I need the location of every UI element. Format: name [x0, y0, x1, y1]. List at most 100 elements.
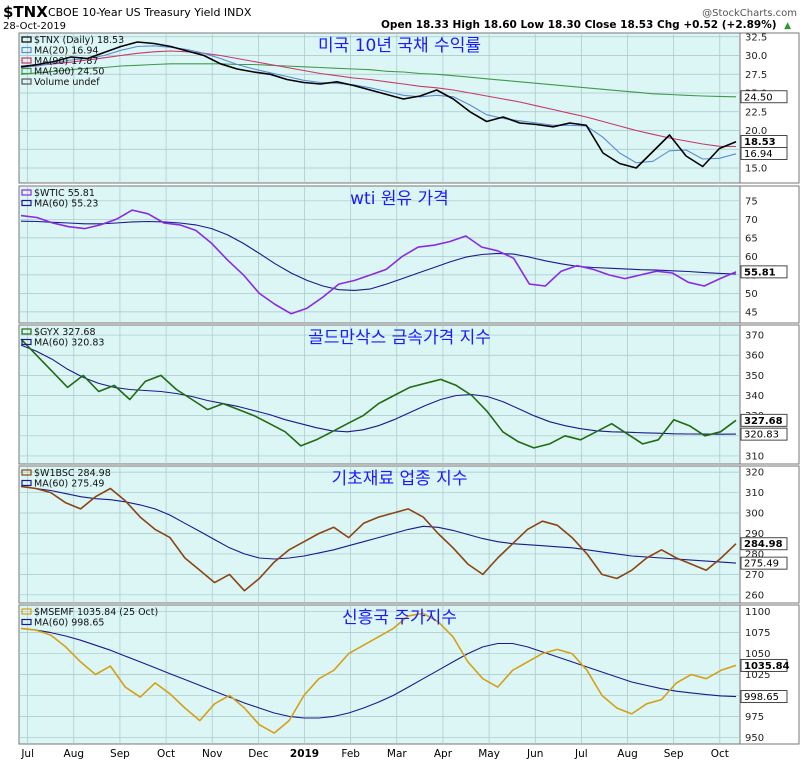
panel-annotation: wti 원유 가격: [350, 189, 449, 209]
legend-entry: MA(60) 275.49: [34, 479, 104, 490]
chart-panel-msemf: 11001075105010251000975950신흥국 주가지수$MSEMF…: [18, 604, 800, 745]
x-tick-label: Oct: [711, 748, 729, 760]
x-tick-label: Oct: [157, 748, 175, 760]
y-tick-label: 20.0: [745, 126, 767, 137]
legend-entry: MA(20) 16.94: [34, 46, 98, 57]
legend-entry: MA(300) 24.50: [34, 67, 104, 78]
x-tick-label: Sep: [664, 748, 684, 760]
last-value-tag: [740, 556, 788, 570]
last-value-label: 275.49: [744, 559, 779, 570]
legend-swatch: [21, 67, 32, 75]
y-tick-label: 22.5: [745, 107, 767, 118]
y-tick-label: 45: [745, 307, 758, 318]
legend-entry: Volume undef: [34, 77, 100, 88]
legend-swatch: [21, 199, 32, 207]
panel-axis-area: [739, 465, 800, 604]
series-line--wtic: [20, 209, 737, 315]
x-tick-label: Apr: [434, 748, 453, 760]
x-tick-label: 2019: [290, 748, 319, 760]
y-tick-label: 1075: [745, 628, 770, 639]
y-tick-label: 280: [745, 549, 764, 560]
last-value-tag: [740, 537, 788, 551]
ohlc-readout: Open 18.33 High 18.60 Low 18.30 Close 18…: [381, 19, 777, 31]
series-line--msemf: [20, 612, 737, 734]
series-line--w1bsc: [20, 485, 737, 592]
last-value-tag: [740, 427, 788, 441]
panel-annotation: 신흥국 주가지수: [342, 608, 457, 628]
panel-axis-area: [739, 324, 800, 465]
y-tick-label: 50: [745, 289, 758, 300]
series-line-ma-60-: [20, 344, 737, 435]
y-tick-label: 300: [745, 509, 764, 520]
panel-plot-area: [18, 32, 741, 184]
x-tick-label: Mar: [387, 748, 407, 760]
y-tick-label: 27.5: [745, 70, 767, 81]
x-tick-label: Nov: [202, 748, 223, 760]
last-value-label: 284.98: [744, 539, 783, 550]
last-value-tag: [740, 265, 788, 279]
legend-swatch: [21, 338, 32, 346]
x-axis: Jul Aug Sep Oct Nov Dec 2019 Feb Mar Apr May Jun Jul…: [20, 748, 729, 760]
legend-entry: MA(60) 55.23: [34, 199, 98, 210]
panel-plot-area: [18, 324, 741, 465]
legend-entry: $GYX 327.68: [34, 327, 96, 338]
y-tick-label: 1100: [745, 607, 770, 618]
y-tick-label: 65: [745, 233, 758, 244]
series-line-ma-90-: [20, 50, 737, 148]
panel-axis-area: [739, 185, 800, 324]
legend-entry: $TNX (Daily) 18.53: [34, 35, 124, 46]
y-tick-label: 310: [745, 488, 764, 499]
series-line-ma-60-: [20, 220, 737, 291]
y-tick-label: 370: [745, 331, 764, 342]
chart-date: 28-Oct-2019: [3, 21, 66, 32]
last-value-label: 24.50: [744, 92, 773, 103]
panel-annotation: 골드만삭스 금속가격 지수: [308, 328, 491, 348]
last-value-label: 998.65: [744, 692, 779, 703]
legend-swatch: [21, 57, 32, 64]
y-tick-label: 975: [745, 712, 764, 723]
last-value-tag: [740, 90, 788, 104]
series-line-ma-300-: [20, 63, 737, 98]
y-tick-label: 70: [745, 215, 758, 226]
panel-plot-area: [18, 185, 741, 324]
series-line--gyx: [20, 338, 737, 449]
legend-swatch: [21, 36, 32, 43]
x-tick-label: Aug: [617, 748, 638, 760]
y-tick-label: 360: [745, 351, 764, 362]
y-tick-label: 310: [745, 451, 764, 462]
x-tick-label: May: [478, 748, 500, 760]
y-tick-label: 290: [745, 529, 764, 540]
y-tick-label: 1025: [745, 670, 770, 681]
x-tick-label: Jun: [526, 748, 543, 760]
last-value-label: 1035.84: [744, 661, 790, 672]
legend-entry: MA(90) 17.87: [34, 56, 98, 67]
legend-entry: $W1BSC 284.98: [34, 468, 111, 479]
last-value-tag: [740, 413, 788, 427]
legend-entry: $WTIC 55.81: [34, 188, 95, 199]
x-tick-label: Jul: [574, 748, 588, 760]
change-up-arrow-icon: ▲: [784, 21, 791, 31]
y-tick-label: 950: [745, 733, 764, 744]
y-tick-label: 30.0: [745, 51, 767, 62]
legend-entry: $MSEMF 1035.84 (25 Oct): [34, 607, 158, 618]
y-tick-label: 270: [745, 570, 764, 581]
stockcharts-credit: @StockCharts.com: [702, 8, 797, 19]
series-line--tnx: [20, 41, 737, 169]
x-tick-label: Jul: [20, 748, 34, 760]
legend-swatch: [21, 479, 32, 487]
y-tick-label: 260: [745, 590, 764, 601]
x-tick-label: Feb: [341, 748, 360, 760]
chart-panel-w1bsc: 320 310 300 290 280 270 260 기초재료 업종 지수 $W1BSC 28…: [18, 465, 800, 604]
chart-panel-wtic: 75706560555045wti 원유 가격$WTIC 55.81MA(60)…: [18, 185, 800, 324]
legend-swatch: [21, 78, 32, 85]
last-value-label: 55.81: [744, 267, 776, 278]
legend-swatch: [21, 189, 32, 196]
symbol-title: $TNX: [3, 3, 48, 21]
y-tick-label: 15.0: [745, 164, 767, 175]
legend-swatch: [21, 618, 32, 626]
legend-entry: MA(60) 998.65: [34, 618, 104, 629]
chart-panel-tnx: 32.530.027.525.022.520.017.515.0미국 10년 국…: [18, 32, 800, 184]
y-tick-label: 340: [745, 391, 764, 402]
series-line-ma-60-: [20, 627, 737, 719]
